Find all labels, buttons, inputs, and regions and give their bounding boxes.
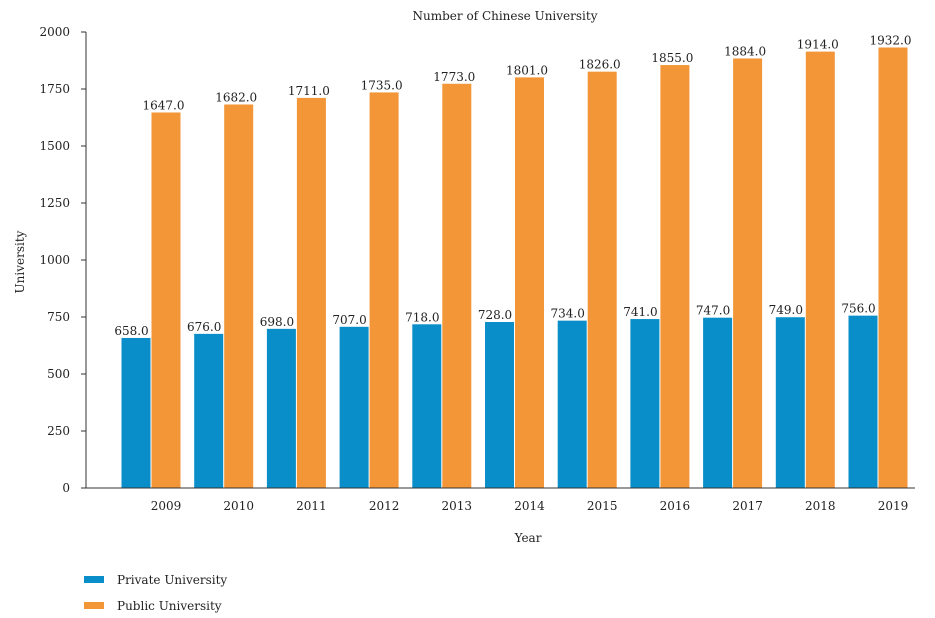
data-label: 741.0 [623,305,657,319]
data-label: 676.0 [187,320,221,334]
y-tick-label: 250 [47,424,70,438]
data-label: 1855.0 [651,51,693,65]
bar-private-2013 [412,324,442,488]
data-label: 1932.0 [870,34,912,48]
bar-private-2009 [121,337,151,488]
bar-private-2011 [266,328,296,488]
x-axis-title: Year [514,531,542,545]
bars: 658.0 1647.0 676.0 1682.0 698.0 1711.0 707.0 17… [114,34,912,489]
y-tick-label: 0 [62,481,70,495]
legend-label: Private University [117,573,227,587]
data-label: 728.0 [478,308,512,322]
data-label: 1884.0 [724,44,766,58]
data-label: 718.0 [405,310,439,324]
bar-public-2009 [151,112,181,488]
data-label: 707.0 [332,313,366,327]
data-label: 1914.0 [797,38,839,52]
data-label: 747.0 [696,304,730,318]
bar-private-2016 [630,319,660,488]
data-label: 1711.0 [288,84,330,98]
x-tick-label: 2013 [442,499,473,513]
x-tick-label: 2009 [151,499,182,513]
bar-public-2016 [660,65,690,488]
x-tick-label: 2017 [732,499,763,513]
legend: Private University Public University [84,573,227,613]
x-tick-label: 2019 [878,499,909,513]
data-label: 1735.0 [361,78,403,92]
y-tick-label: 500 [47,367,70,381]
bar-public-2010 [224,104,254,488]
x-axis-ticks: 2009 2010 2011 2012 2013 2014 2015 2016 2017 2018… [151,499,909,513]
bar-private-2015 [557,320,587,488]
y-axis-ticks: 0 250 500 750 1000 1250 1500 1750 2000 [39,25,86,495]
bar-private-2017 [703,317,733,488]
data-label: 698.0 [260,315,294,329]
y-tick-label: 1750 [39,82,70,96]
bar-public-2017 [733,58,763,489]
bar-private-2012 [339,326,369,488]
x-tick-label: 2010 [223,499,254,513]
x-tick-label: 2016 [660,499,691,513]
bar-private-2018 [775,317,805,488]
data-label: 658.0 [114,324,148,338]
data-label: 1773.0 [433,70,475,84]
y-axis-title: University [13,230,27,293]
data-label: 1682.0 [215,91,257,105]
bar-private-2014 [485,322,514,488]
x-tick-label: 2015 [587,499,618,513]
bar-public-2011 [296,97,326,488]
bar-public-2019 [878,47,908,489]
data-label: 1647.0 [143,98,185,112]
bar-public-2012 [369,92,399,489]
y-tick-label: 2000 [39,25,70,39]
bar-private-2010 [194,333,224,488]
bar-private-2019 [848,315,878,488]
legend-swatch [84,602,104,609]
x-tick-label: 2012 [369,499,400,513]
y-tick-label: 1250 [39,196,70,210]
bar-public-2015 [587,71,617,488]
y-tick-label: 1500 [39,139,70,153]
data-label: 756.0 [841,302,875,316]
legend-label: Public University [117,599,222,613]
data-label: 749.0 [769,303,803,317]
bar-public-2018 [805,51,835,488]
bar-public-2013 [442,83,472,489]
x-tick-label: 2011 [296,499,327,513]
data-label: 1826.0 [579,58,621,72]
chart-title: Number of Chinese University [413,9,598,23]
y-tick-label: 1000 [39,253,70,267]
x-tick-label: 2018 [805,499,836,513]
data-label: 1801.0 [506,63,548,77]
bar-public-2014 [515,77,544,488]
data-label: 734.0 [551,307,585,321]
y-tick-label: 750 [47,310,70,324]
legend-swatch [84,576,104,583]
x-tick-label: 2014 [514,499,545,513]
